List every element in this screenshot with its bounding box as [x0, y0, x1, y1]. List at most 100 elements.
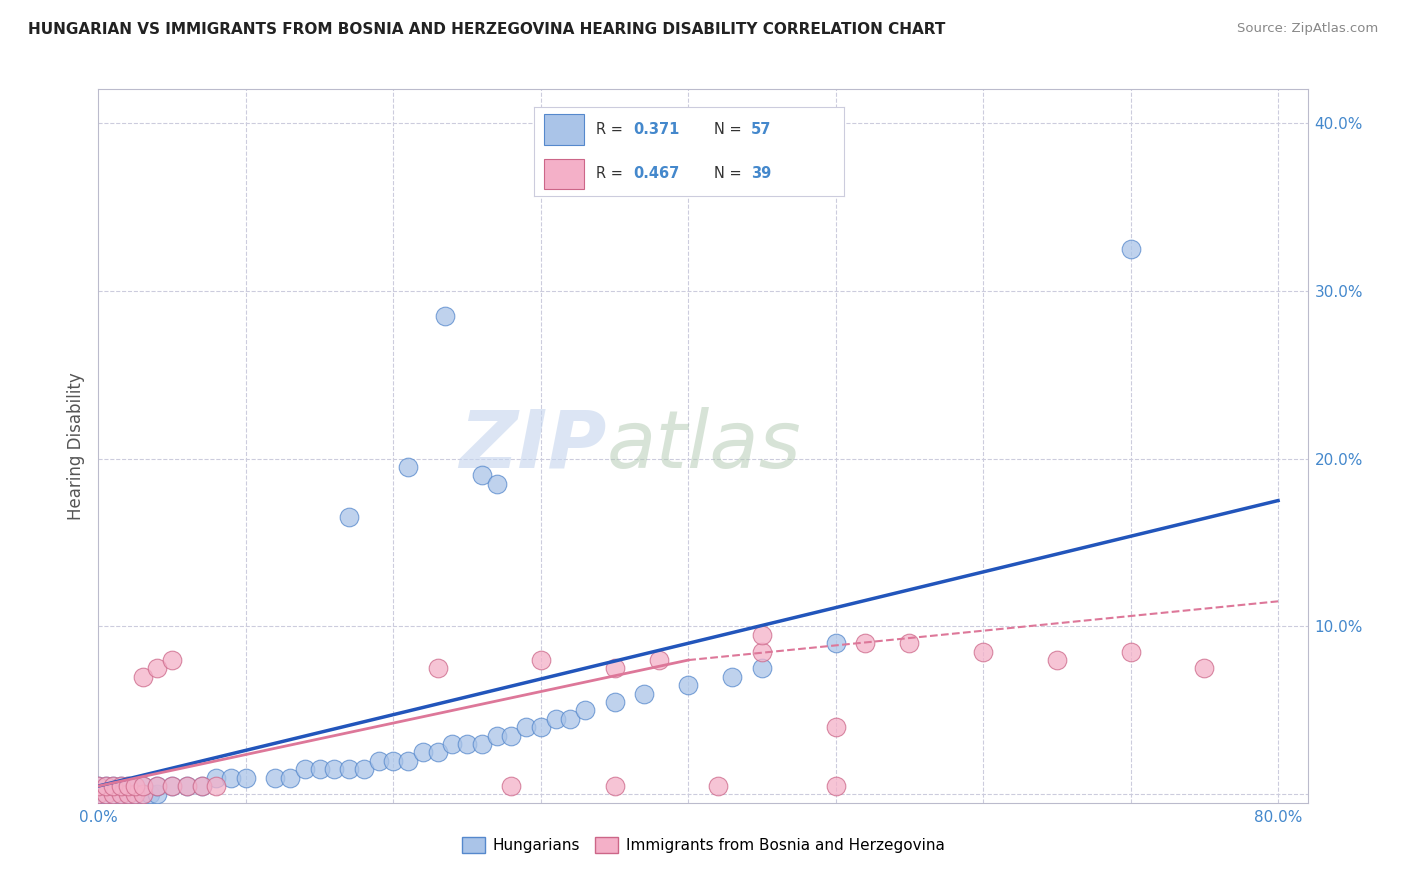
- Point: [94, 779, 117, 793]
- Point: [94, 779, 117, 793]
- Point: [1119, 242, 1142, 256]
- Point: [87, 788, 110, 802]
- Point: [294, 762, 316, 776]
- Point: [337, 510, 360, 524]
- Point: [603, 695, 626, 709]
- Point: [87, 788, 110, 802]
- Point: [124, 788, 146, 802]
- Point: [160, 779, 183, 793]
- Point: [146, 779, 169, 793]
- Point: [101, 788, 124, 802]
- Point: [131, 788, 153, 802]
- Point: [87, 779, 110, 793]
- Point: [235, 771, 257, 785]
- Point: [603, 661, 626, 675]
- Point: [205, 779, 228, 793]
- Point: [131, 788, 153, 802]
- Point: [124, 788, 146, 802]
- Point: [117, 788, 139, 802]
- Point: [101, 788, 124, 802]
- Point: [456, 737, 478, 751]
- Point: [501, 779, 523, 793]
- Point: [824, 779, 846, 793]
- Point: [101, 779, 124, 793]
- Point: [353, 762, 375, 776]
- Point: [382, 754, 405, 768]
- Point: [146, 788, 169, 802]
- Text: 0.371: 0.371: [633, 122, 679, 136]
- Point: [1194, 661, 1216, 675]
- Point: [131, 670, 153, 684]
- Point: [117, 779, 139, 793]
- Point: [530, 653, 553, 667]
- Point: [110, 779, 132, 793]
- Point: [1119, 645, 1142, 659]
- Point: [751, 661, 773, 675]
- Point: [94, 788, 117, 802]
- Point: [131, 779, 153, 793]
- Point: [426, 661, 449, 675]
- Y-axis label: Hearing Disability: Hearing Disability: [66, 372, 84, 520]
- Point: [501, 729, 523, 743]
- Point: [574, 703, 596, 717]
- Point: [544, 712, 567, 726]
- Bar: [544, 114, 583, 145]
- Text: 57: 57: [751, 122, 770, 136]
- Text: N =: N =: [714, 167, 747, 181]
- Point: [117, 788, 139, 802]
- Point: [176, 779, 198, 793]
- Point: [824, 636, 846, 650]
- Point: [396, 754, 419, 768]
- Point: [751, 628, 773, 642]
- Text: R =: R =: [596, 122, 627, 136]
- Point: [176, 779, 198, 793]
- Point: [190, 779, 212, 793]
- Point: [530, 720, 553, 734]
- Point: [433, 309, 456, 323]
- Point: [146, 779, 169, 793]
- Point: [110, 788, 132, 802]
- Point: [853, 636, 876, 650]
- Point: [117, 779, 139, 793]
- Point: [146, 661, 169, 675]
- Point: [1046, 653, 1069, 667]
- Point: [367, 754, 389, 768]
- Point: [426, 746, 449, 760]
- Text: atlas: atlas: [606, 407, 801, 485]
- Point: [110, 788, 132, 802]
- Point: [219, 771, 242, 785]
- Text: ZIP: ZIP: [458, 407, 606, 485]
- Point: [87, 779, 110, 793]
- Point: [721, 670, 744, 684]
- Point: [337, 762, 360, 776]
- Point: [110, 779, 132, 793]
- Text: 39: 39: [751, 167, 770, 181]
- Point: [560, 712, 582, 726]
- Text: Source: ZipAtlas.com: Source: ZipAtlas.com: [1237, 22, 1378, 36]
- Point: [706, 779, 728, 793]
- Point: [412, 746, 434, 760]
- Point: [160, 653, 183, 667]
- Point: [471, 468, 494, 483]
- Point: [972, 645, 994, 659]
- Point: [323, 762, 346, 776]
- Point: [485, 476, 508, 491]
- Point: [678, 678, 700, 692]
- Point: [101, 779, 124, 793]
- Point: [190, 779, 212, 793]
- Text: N =: N =: [714, 122, 747, 136]
- Point: [278, 771, 301, 785]
- Point: [603, 779, 626, 793]
- Point: [124, 779, 146, 793]
- Point: [648, 653, 671, 667]
- Text: HUNGARIAN VS IMMIGRANTS FROM BOSNIA AND HERZEGOVINA HEARING DISABILITY CORRELATI: HUNGARIAN VS IMMIGRANTS FROM BOSNIA AND …: [28, 22, 945, 37]
- Point: [94, 788, 117, 802]
- Text: R =: R =: [596, 167, 627, 181]
- Point: [471, 737, 494, 751]
- Point: [898, 636, 921, 650]
- Point: [751, 645, 773, 659]
- Text: 0.467: 0.467: [633, 167, 679, 181]
- Point: [308, 762, 330, 776]
- Point: [485, 729, 508, 743]
- Bar: [544, 159, 583, 189]
